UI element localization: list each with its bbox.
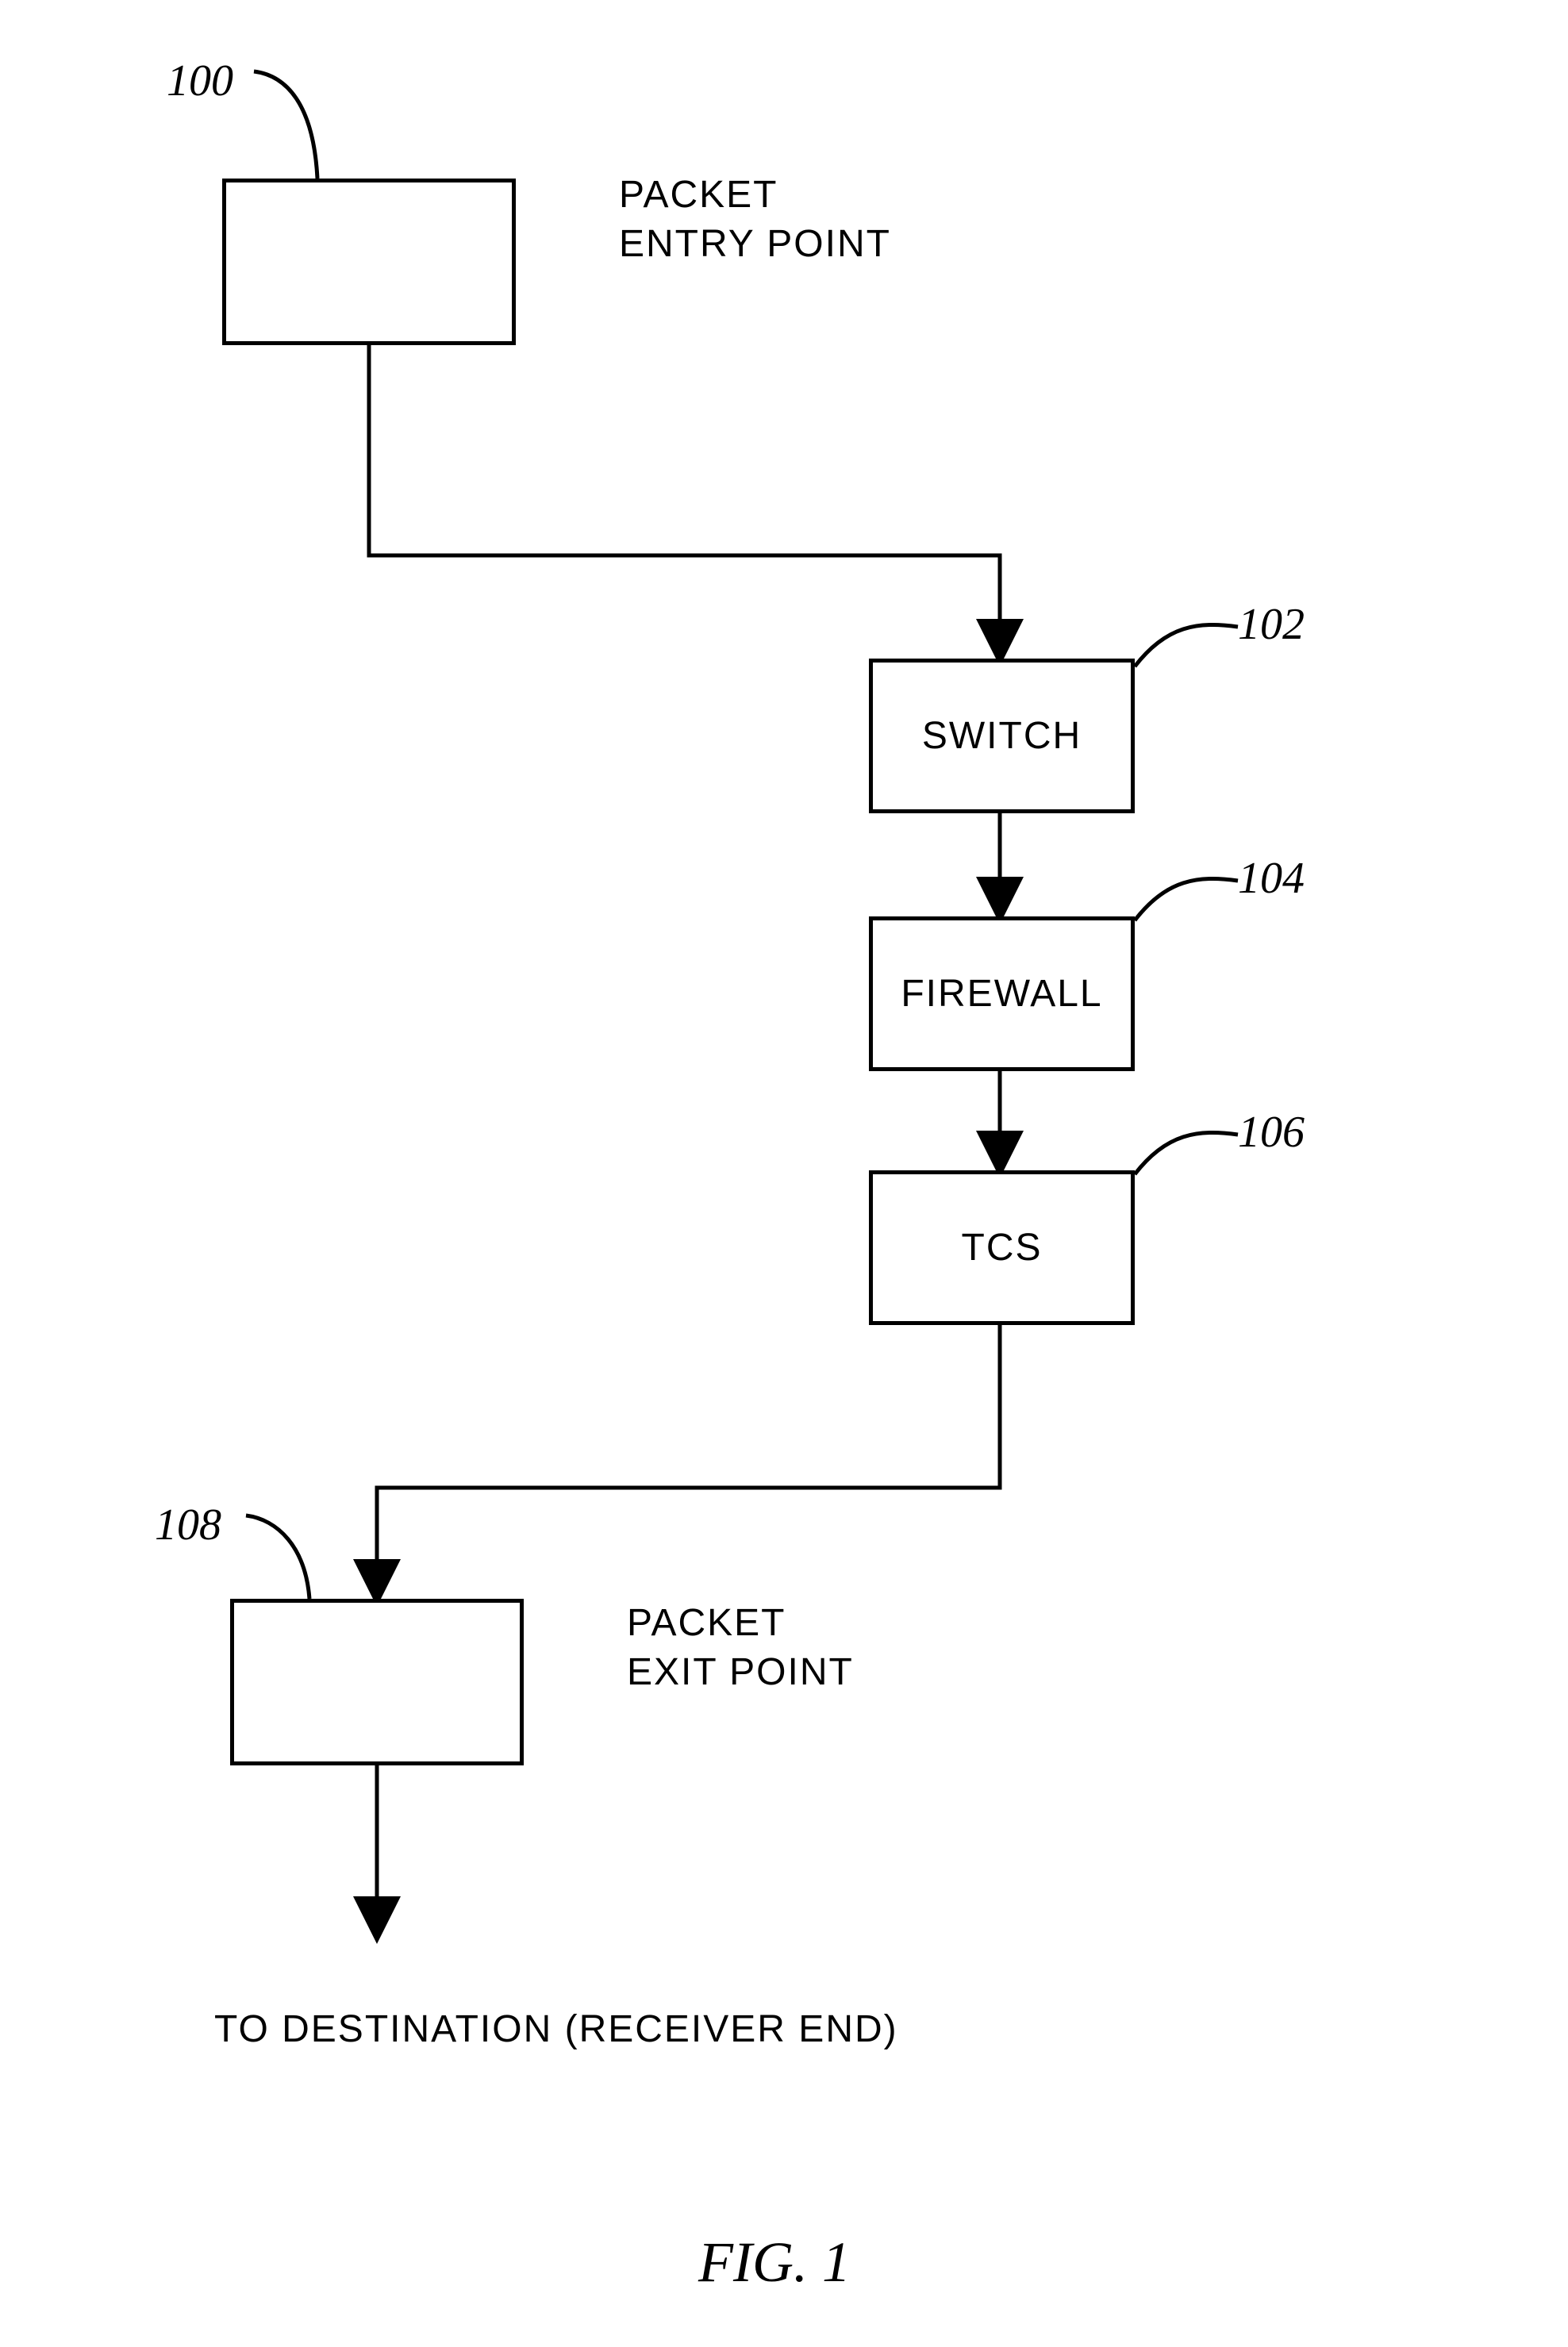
- edge-entry-switch: [369, 345, 1000, 659]
- leader-switch: [1135, 624, 1238, 666]
- node-exit-side-label: PACKET EXIT POINT: [627, 1599, 854, 1698]
- ref-104: 104: [1238, 853, 1305, 904]
- node-entry: [222, 179, 516, 345]
- ref-100: 100: [167, 56, 233, 106]
- node-tcs-label: TCS: [962, 1226, 1043, 1270]
- node-firewall: FIREWALL: [869, 916, 1135, 1071]
- leader-exit: [246, 1515, 309, 1599]
- ref-102: 102: [1238, 599, 1305, 650]
- node-firewall-label: FIREWALL: [901, 972, 1102, 1016]
- leader-firewall: [1135, 878, 1238, 920]
- edge-tcs-exit: [377, 1325, 1000, 1599]
- ref-108: 108: [155, 1500, 221, 1550]
- node-tcs: TCS: [869, 1170, 1135, 1325]
- figure-label: FIG. 1: [698, 2230, 851, 2295]
- leader-entry: [254, 71, 317, 179]
- node-entry-side-label: PACKET ENTRY POINT: [619, 171, 891, 270]
- node-switch: SWITCH: [869, 659, 1135, 813]
- diagram-svg: [0, 0, 1568, 2347]
- flowchart-diagram: PACKET ENTRY POINT 100 SWITCH 102 FIREWA…: [0, 0, 1568, 2347]
- node-switch-label: SWITCH: [922, 714, 1082, 758]
- node-exit: [230, 1599, 524, 1765]
- ref-106: 106: [1238, 1107, 1305, 1158]
- destination-label: TO DESTINATION (RECEIVER END): [214, 2007, 898, 2051]
- leader-tcs: [1135, 1132, 1238, 1174]
